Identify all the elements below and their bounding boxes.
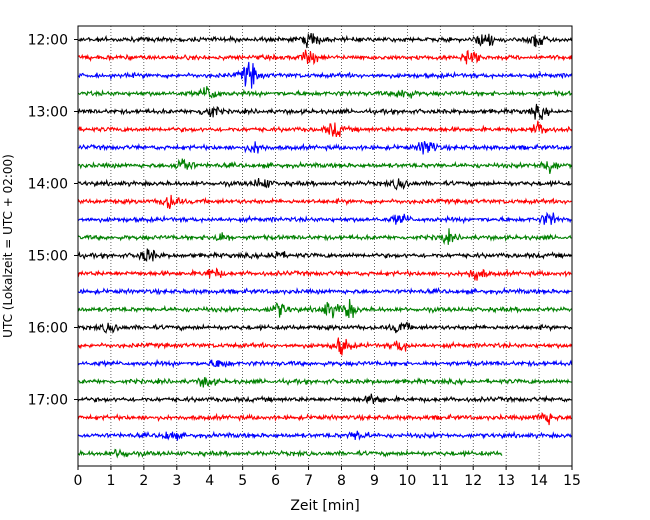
trace-row — [77, 393, 572, 405]
x-tick-label: 4 — [205, 473, 214, 489]
trace-row — [77, 120, 572, 138]
x-tick-label: 1 — [106, 473, 115, 489]
y-tick-label: 16:00 — [28, 321, 68, 337]
trace-row — [77, 32, 573, 49]
trace-row — [77, 140, 572, 155]
trace-row — [77, 448, 503, 459]
x-tick-label: 15 — [563, 473, 581, 489]
trace-row — [77, 61, 573, 89]
trace-row — [77, 248, 572, 262]
trace-row — [77, 376, 572, 388]
trace-row — [77, 430, 572, 441]
x-tick-label: 13 — [497, 473, 515, 489]
x-tick-label: 0 — [74, 473, 83, 489]
trace-row — [77, 86, 572, 99]
y-axis-ticks: 12:00 13:00 14:00 15:00 16:00 17:00 — [28, 33, 78, 409]
y-tick-label: 17:00 — [28, 393, 68, 409]
x-tick-label: 10 — [398, 473, 416, 489]
vertical-grid — [110, 26, 540, 466]
trace-row — [77, 228, 572, 246]
trace-row — [77, 178, 572, 191]
trace-row — [77, 412, 572, 426]
trace-row — [77, 103, 572, 121]
trace-row — [77, 299, 572, 319]
plot-frame — [77, 25, 573, 467]
trace-row — [77, 194, 572, 210]
x-tick-label: 7 — [304, 473, 313, 489]
x-tick-label: 11 — [431, 473, 449, 489]
trace-row — [77, 321, 572, 334]
x-tick-label: 9 — [370, 473, 379, 489]
trace-row — [77, 158, 573, 174]
trace-row — [77, 337, 573, 356]
x-tick-label: 6 — [271, 473, 280, 489]
y-tick-label: 12:00 — [28, 33, 68, 49]
x-axis-ticks: 0 1 2 3 4 5 6 7 8 9 10 11 12 13 14 15 — [74, 466, 581, 489]
x-tick-label: 2 — [139, 473, 148, 489]
y-tick-label: 15:00 — [28, 249, 68, 265]
trace-row — [77, 358, 573, 369]
y-axis-label: UTC (Lokalzeit = UTC + 02:00) — [1, 154, 15, 338]
trace-row — [77, 49, 573, 66]
trace-row — [77, 267, 572, 281]
y-tick-label: 13:00 — [28, 105, 68, 121]
x-axis-label: Zeit [min] — [290, 498, 359, 514]
trace-rows — [77, 32, 573, 459]
trace-row — [77, 211, 572, 225]
x-tick-label: 8 — [337, 473, 346, 489]
y-tick-label: 14:00 — [28, 177, 68, 193]
x-tick-label: 12 — [464, 473, 482, 489]
trace-row — [77, 286, 572, 296]
x-tick-label: 14 — [530, 473, 548, 489]
x-tick-label: 5 — [238, 473, 247, 489]
x-tick-label: 3 — [172, 473, 181, 489]
